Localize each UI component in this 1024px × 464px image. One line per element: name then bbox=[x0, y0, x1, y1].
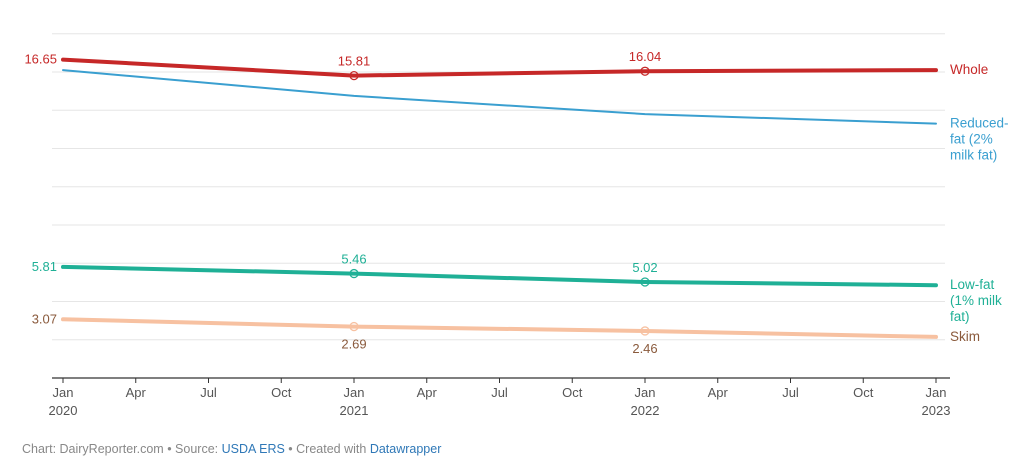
data-point-marker bbox=[349, 70, 359, 81]
data-point-marker bbox=[349, 321, 359, 332]
x-tick-label: Oct bbox=[271, 385, 292, 400]
series-lines bbox=[61, 57, 938, 339]
data-label: 16.04 bbox=[629, 49, 662, 64]
footer-separator: • bbox=[163, 442, 176, 456]
x-tick-label: Apr bbox=[708, 385, 729, 400]
x-tick-label: Oct bbox=[853, 385, 874, 400]
data-point-marker bbox=[640, 326, 650, 336]
source-link[interactable]: USDA ERS bbox=[221, 442, 285, 456]
data-label: 3.07 bbox=[32, 311, 57, 326]
series-label: Reduced-fat (2% milk fat) bbox=[950, 116, 1009, 163]
x-tick-label: Jan bbox=[926, 385, 947, 400]
data-label: 15.81 bbox=[338, 54, 371, 69]
x-tick-label: Jan bbox=[53, 385, 74, 400]
line-chart: 16.65 15.81 16.045.81 5.465.023.072.69 2.46 … bbox=[24, 33, 1009, 418]
x-tick-label: Jul bbox=[491, 385, 508, 400]
chart-footer: Chart: DairyReporter.com • Source: USDA … bbox=[22, 442, 441, 456]
series-label: Skim bbox=[950, 329, 980, 344]
data-label: 2.69 bbox=[341, 337, 366, 352]
footer-separator: • bbox=[284, 442, 297, 456]
x-tick-label: Oct bbox=[562, 385, 583, 400]
x-tick-year-label: 2020 bbox=[49, 403, 78, 418]
data-point-marker bbox=[640, 66, 650, 76]
data-point-marker bbox=[640, 277, 650, 287]
data-labels: 16.65 15.81 16.04 5.81 5.46 5.02 3.07 2.69 2.46 bbox=[24, 49, 661, 356]
series-end-labels: Whole Reduced-fat (2% milk fat) Low-fat (1% … bbox=[950, 62, 1009, 344]
x-tick-year-label: 2022 bbox=[631, 403, 660, 418]
x-axis: Jan 2020 Apr Jul Oct Jan 2021 Apr Jul Oct Jan 2022 A… bbox=[49, 377, 951, 418]
data-label: 2.46 bbox=[632, 341, 657, 356]
series-line bbox=[61, 264, 938, 288]
data-label: 5.46 bbox=[341, 252, 366, 267]
series-label: Low-fat (1% milk fat) bbox=[950, 277, 1002, 324]
series-line bbox=[61, 57, 938, 78]
x-tick-label: Apr bbox=[126, 385, 147, 400]
x-tick-label: Jul bbox=[200, 385, 217, 400]
data-label: 5.02 bbox=[632, 260, 657, 275]
x-tick-label: Jan bbox=[635, 385, 656, 400]
created-with-prefix: Created with bbox=[296, 442, 370, 456]
chart-credit: Chart: DairyReporter.com bbox=[22, 442, 164, 456]
x-tick-year-label: 2023 bbox=[922, 403, 951, 418]
x-tick-label: Jan bbox=[344, 385, 365, 400]
datawrapper-link[interactable]: Datawrapper bbox=[369, 442, 442, 456]
series-label: Whole bbox=[950, 62, 988, 77]
data-point-marker bbox=[349, 268, 359, 279]
gridlines bbox=[52, 33, 945, 341]
series-line bbox=[61, 317, 938, 339]
x-tick-year-label: 2021 bbox=[340, 403, 369, 418]
source-prefix: Source: bbox=[175, 442, 222, 456]
point-markers bbox=[349, 66, 650, 336]
data-label: 16.65 bbox=[24, 52, 57, 67]
series-line bbox=[62, 69, 937, 125]
x-tick-label: Apr bbox=[417, 385, 438, 400]
x-tick-label: Jul bbox=[782, 385, 799, 400]
data-label: 5.81 bbox=[32, 259, 57, 274]
